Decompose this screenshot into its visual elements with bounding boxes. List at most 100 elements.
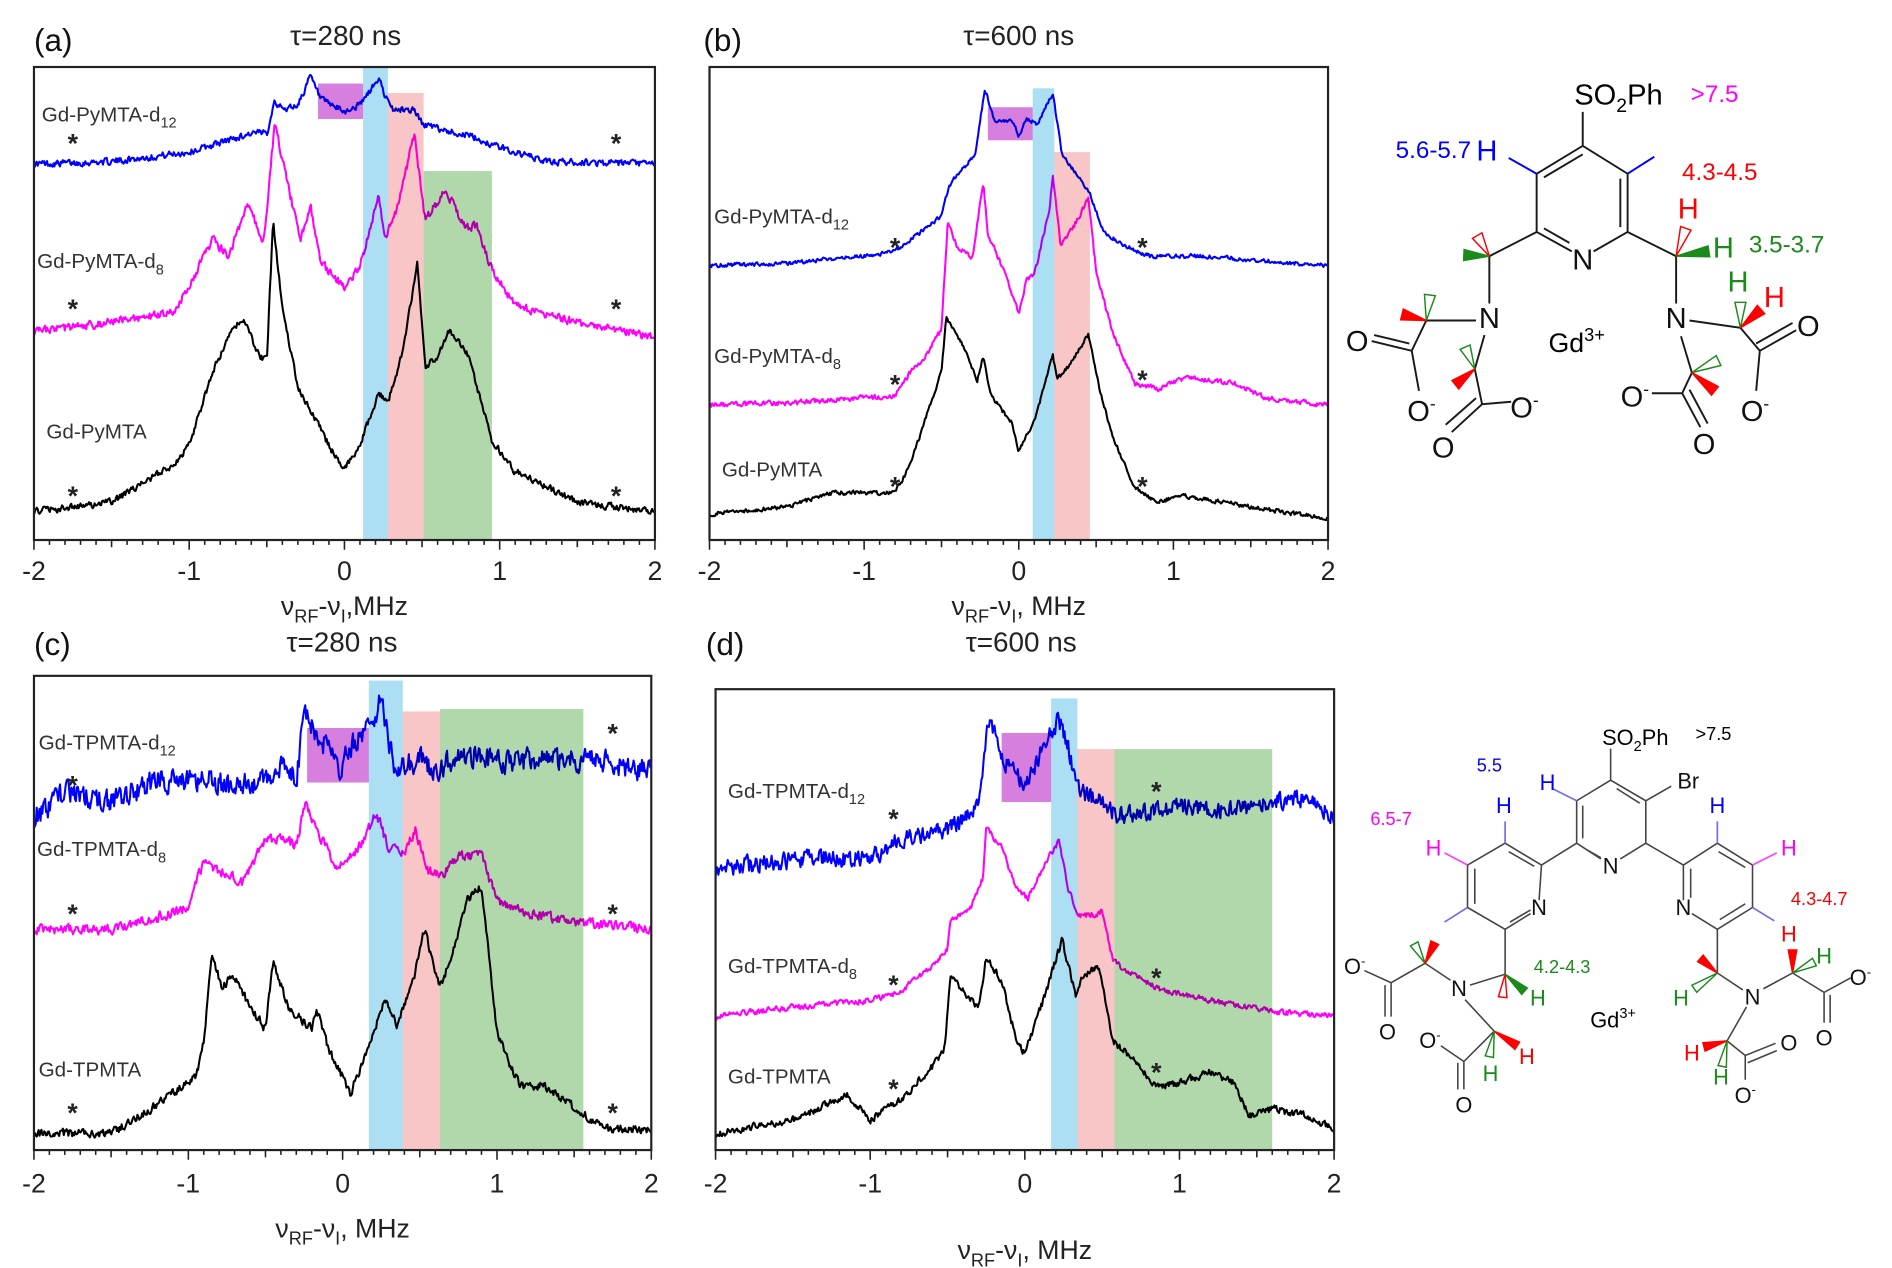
- series-label-gd-pymta-d8: Gd-PyMTA-d8: [714, 345, 841, 373]
- region-pink: [1077, 749, 1115, 1151]
- atom-o: O: [1780, 1031, 1797, 1056]
- atom-o: O-: [1735, 1082, 1756, 1108]
- atom-o: O-: [1621, 379, 1650, 414]
- gadolinium-ion: Gd3+: [1590, 1006, 1636, 1033]
- atom-o: O: [1379, 1020, 1396, 1045]
- asterisk-marker: *: [1137, 233, 1148, 263]
- atom-h: H: [1519, 1044, 1535, 1069]
- x-tick-label: -1: [852, 556, 876, 586]
- solid-wedge-red: [1450, 368, 1476, 391]
- atom-h: H: [1816, 943, 1832, 968]
- panel-title: τ=280 ns: [287, 627, 398, 658]
- shift-label-aromatic: >7.5: [1691, 81, 1739, 108]
- asterisk-marker: *: [68, 481, 79, 511]
- series-label-gd-pymta: Gd-PyMTA: [722, 458, 823, 481]
- asterisk-marker: *: [67, 899, 78, 929]
- panel-letter: (a): [34, 22, 73, 58]
- trace-gd-pymta-d8: [33, 124, 655, 340]
- solid-wedge-green: [1504, 973, 1529, 996]
- series-label-gd-tpmta-d8: Gd-TPMTA-d8: [728, 955, 857, 983]
- region-purple: [1001, 732, 1052, 803]
- asterisk-marker: *: [1151, 1058, 1162, 1088]
- shift-label-ch2-red: 4.3-4.7: [1791, 889, 1848, 909]
- asterisk-marker: *: [1137, 471, 1148, 501]
- series-label-gd-tpmta-d12: Gd-TPMTA-d12: [39, 732, 176, 760]
- series-label-gd-tpmta: Gd-TPMTA: [728, 1066, 831, 1089]
- asterisk-marker: *: [68, 294, 79, 324]
- open-wedge-red: [1675, 225, 1693, 257]
- x-tick-label: -1: [858, 1169, 882, 1199]
- asterisk-marker: *: [1137, 365, 1148, 395]
- atom-o: O-: [1419, 1027, 1440, 1053]
- panel-letter: (d): [706, 626, 745, 662]
- atom-h: H: [1530, 986, 1546, 1011]
- open-wedge-green: [1484, 1030, 1495, 1059]
- open-wedge-green: [1792, 957, 1818, 974]
- asterisk-marker: *: [611, 294, 622, 324]
- region-pink: [402, 711, 440, 1151]
- structure-gd-tpmta: SO2Ph >7.5 5.5 6.5-7 4.2-4.3 4.3-4.7 Gd3…: [1344, 724, 1871, 1117]
- atom-h: H: [1781, 835, 1797, 860]
- atom-o: O-: [1510, 390, 1539, 425]
- shift-label-ring-h: 5.6-5.7: [1396, 137, 1472, 164]
- panel-c: -2 -1 0 1 2 νRF-νI, MHz (c) τ=280 ns Gd-TPMTA-d1…: [22, 626, 659, 1248]
- atom-o: O: [1455, 1092, 1472, 1117]
- asterisk-marker: *: [888, 804, 899, 834]
- region-purple: [987, 107, 1033, 141]
- atom-h: H: [1483, 1061, 1499, 1086]
- atom-n: N: [1531, 895, 1547, 920]
- atom-n: N: [1666, 303, 1687, 335]
- spectra-panels: -2 -1 0 1 2 νRF-νI,MHz (a) τ=280 ns Gd-PyMTA-d12…: [22, 20, 1341, 1268]
- atom-h: H: [1781, 921, 1797, 946]
- asterisk-marker: *: [611, 481, 622, 511]
- x-tick-label: 0: [337, 556, 352, 586]
- asterisk-marker: *: [890, 471, 901, 501]
- panel-title: τ=600 ns: [966, 627, 1077, 658]
- open-wedge-green: [1690, 972, 1718, 994]
- x-tick-label: 1: [490, 1169, 505, 1199]
- atom-h: H: [1709, 793, 1725, 818]
- region-pink: [387, 93, 424, 541]
- x-axis-label: νRF-νI,MHz: [281, 591, 408, 626]
- asterisk-marker: *: [1151, 777, 1162, 807]
- x-tick-label: 0: [335, 1169, 350, 1199]
- plot-area: [715, 698, 1335, 1151]
- open-wedge-green: [1691, 354, 1722, 374]
- region-cyan: [1051, 698, 1078, 1151]
- atom-o: O: [1797, 311, 1820, 343]
- atom-h: H: [1727, 266, 1748, 298]
- x-tick-label: -1: [176, 1169, 200, 1199]
- x-axis-label: νRF-νI, MHz: [275, 1213, 410, 1248]
- atom-h: H: [1426, 835, 1442, 860]
- solid-wedge-green: [1462, 248, 1490, 262]
- asterisk-marker: *: [67, 771, 78, 801]
- atom-h: H: [1678, 194, 1699, 226]
- atom-o: O: [1693, 429, 1716, 461]
- atom-h: H: [1496, 793, 1512, 818]
- shift-label-ring-h-blue: 5.5: [1477, 756, 1502, 776]
- region-pink: [1054, 152, 1090, 541]
- x-axis-ticks: [33, 1150, 653, 1160]
- panel-b: -2 -1 0 1 2 νRF-νI, MHz (b) τ=600 ns Gd-PyMTA-d1…: [698, 20, 1336, 626]
- so2ph-group: SO2Ph: [1574, 80, 1662, 117]
- plot-area: [33, 680, 652, 1151]
- region-green: [1114, 749, 1273, 1151]
- x-tick-label: -2: [22, 556, 46, 586]
- x-axis-label: νRF-νI, MHz: [958, 1235, 1093, 1268]
- plot-area: [33, 67, 655, 541]
- open-wedge-green: [1717, 1040, 1728, 1069]
- plot-area: [709, 88, 1329, 541]
- atom-h: H: [1673, 986, 1689, 1011]
- atom-o: O: [1346, 326, 1369, 358]
- atom-o: O-: [1741, 394, 1770, 429]
- solid-wedge-red: [1399, 308, 1427, 322]
- so2ph-group: SO2Ph: [1602, 725, 1668, 755]
- region-purple: [318, 83, 364, 120]
- region-purple: [307, 728, 369, 783]
- x-tick-label: 1: [1166, 556, 1181, 586]
- panel-title: τ=600 ns: [963, 20, 1074, 51]
- atom-o: O-: [1407, 394, 1436, 429]
- gadolinium-ion: Gd3+: [1548, 325, 1604, 358]
- solid-wedge-red: [1787, 949, 1798, 974]
